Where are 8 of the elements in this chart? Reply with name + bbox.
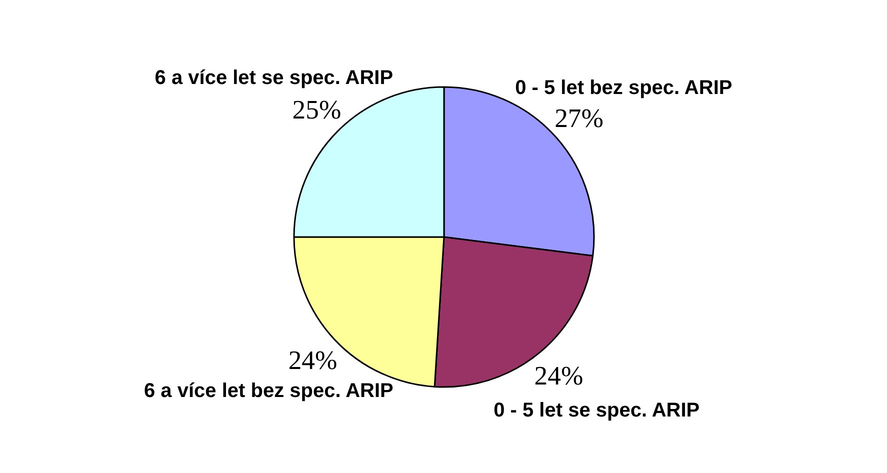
- data-label: 25%: [292, 94, 342, 125]
- slice-label: 6 a více let se spec. ARIP: [154, 66, 394, 89]
- slice-label: 6 a více let bez spec. ARIP: [144, 380, 394, 402]
- data-label: 24%: [534, 360, 584, 391]
- slice-label: 0 - 5 let se spec. ARIP: [494, 399, 700, 422]
- data-label: 27%: [554, 102, 604, 133]
- slice-label: 0 - 5 let bez spec. ARIP: [515, 77, 732, 100]
- data-label: 24%: [288, 345, 338, 376]
